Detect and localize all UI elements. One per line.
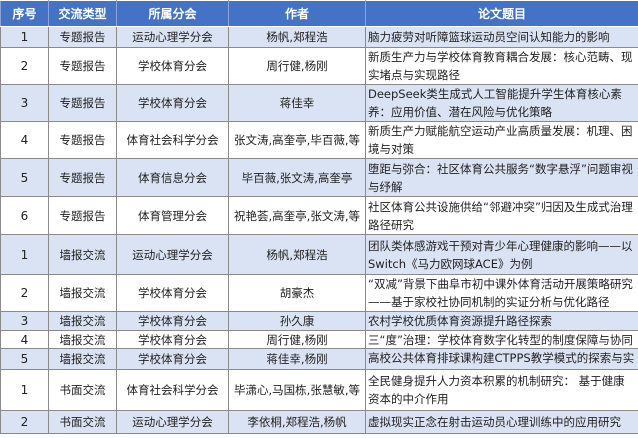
table-row: 3 墙报交流 学校体育分会 孙久康 农村学校优质体育资源提升路径探索 (0, 311, 638, 331)
title-text: 堕距与弥合：社区体育公共服务“数字悬浮”问题审视与纾解 (368, 161, 633, 194)
row-branch: 运动心理学分会 (116, 26, 229, 48)
row-seq: 4 (0, 121, 49, 159)
row-seq: 1 (0, 234, 49, 275)
row-type: 专题报告 (48, 121, 117, 159)
row-branch: 体育社会科学分会 (116, 369, 229, 411)
row-seq: 2 (0, 410, 49, 434)
row-title: 农村学校优质体育资源提升路径探索 (365, 311, 638, 331)
row-type: 专题报告 (48, 196, 117, 235)
table-row: 2 书面交流 运动心理学分会 李依桐,郑程浩,杨帆 虚拟现实正念在射击运动员心理训练中的… (0, 410, 638, 434)
row-type: 书面交流 (48, 410, 117, 434)
row-authors: 胡豪杰 (228, 274, 366, 312)
title-text: 团队类体感游戏干预对青少年心理健康的影响——以Switch《马力欧网球ACE》为… (368, 238, 633, 271)
row-type: 专题报告 (48, 158, 117, 197)
row-title: 虚拟现实正念在射击运动员心理训练中的应用研究 (365, 410, 638, 434)
title-text: 新质生产力与学校体育教育耦合发展：核心范畴、现实堵点与实现路径 (368, 50, 633, 82)
row-seq: 6 (0, 196, 49, 235)
row-title: “双减”背景下曲阜市初中课外体育活动开展策略研究——基于家校社协同机制的实证分析… (365, 274, 638, 312)
row-authors: 张文涛,高奎亭,毕百薇,等 (228, 121, 366, 159)
row-type: 专题报告 (48, 84, 117, 122)
table-row: 3 专题报告 学校体育分会 蒋佳幸 DeepSeek类生成式人工智能提升学生体育核心素养… (0, 84, 638, 122)
row-branch: 学校体育分会 (116, 311, 229, 331)
row-authors: 祝艳荟,高奎亭,张文涛,等 (228, 196, 366, 235)
table-row: 5 专题报告 体育信息分会 毕百薇,张文涛,高奎亭 堕距与弥合：社区体育公共服务“数字悬… (0, 158, 638, 197)
table-row: 2 专题报告 学校体育分会 周行健,杨刚 新质生产力与学校体育教育耦合发展：核心范畴、现… (0, 47, 638, 85)
title-text: 三“度”治理：学校体育数字化转型的制度保障与协同路径 (368, 333, 633, 347)
row-branch: 学校体育分会 (116, 274, 229, 312)
table-row: 4 专题报告 体育社会科学分会 张文涛,高奎亭,毕百薇,等 新质生产力赋能航空运动产业高… (0, 121, 638, 159)
row-branch: 运动心理学分会 (116, 410, 229, 434)
table-row: 6 专题报告 体育管理分会 祝艳荟,高奎亭,张文涛,等 社区体育公共设施供给“邻避冲突”… (0, 196, 638, 235)
row-authors: 周行健,杨刚 (228, 47, 366, 85)
title-text: 高校公共体育排球课构建CTPPS教学模式的探索与实践 (368, 351, 635, 365)
row-branch: 体育管理分会 (116, 196, 229, 235)
header-row: 序号 交流类型 所属分会 作者 论文题目 (0, 0, 638, 27)
row-authors: 毕潇心,马国栋,张慧敏,等 (228, 369, 366, 411)
row-type: 墙报交流 (48, 348, 117, 370)
table-row: 5 墙报交流 学校体育分会 蒋佳幸,杨刚 高校公共体育排球课构建CTPPS教学模式的探索… (0, 348, 638, 370)
table-row: 4 墙报交流 学校体育分会 周行健,杨刚 三“度”治理：学校体育数字化转型的制度保障与协… (0, 330, 638, 349)
row-authors: 周行健,杨刚 (228, 330, 366, 349)
row-type: 专题报告 (48, 26, 117, 48)
row-authors: 孙久康 (228, 311, 366, 331)
row-title: 社区体育公共设施供给“邻避冲突”归因及生成式治理路径研究 (365, 196, 638, 235)
title-text: 脑力疲劳对听障篮球运动员空间认知能力的影响 (368, 30, 610, 44)
row-seq: 2 (0, 47, 49, 85)
table-row: 1 书面交流 体育社会科学分会 毕潇心,马国栋,张慧敏,等 全民健身提升人力资本积累的机… (0, 369, 638, 411)
row-seq: 4 (0, 330, 49, 349)
row-title: DeepSeek类生成式人工智能提升学生体育核心素养：应用价值、潜在风险与优化策… (365, 84, 638, 122)
row-title: 三“度”治理：学校体育数字化转型的制度保障与协同路径 (365, 330, 638, 349)
row-branch: 学校体育分会 (116, 330, 229, 349)
row-type: 墙报交流 (48, 234, 117, 275)
table-row: 2 墙报交流 学校体育分会 胡豪杰 “双减”背景下曲阜市初中课外体育活动开展策略研究——… (0, 274, 638, 312)
row-title: 高校公共体育排球课构建CTPPS教学模式的探索与实践 (365, 348, 638, 370)
row-title: 团队类体感游戏干预对青少年心理健康的影响——以Switch《马力欧网球ACE》为… (365, 234, 638, 275)
row-type: 墙报交流 (48, 311, 117, 331)
row-seq: 2 (0, 274, 49, 312)
row-branch: 学校体育分会 (116, 47, 229, 85)
title-text: 农村学校优质体育资源提升路径探索 (368, 314, 552, 328)
header-authors: 作者 (228, 0, 366, 27)
header-title: 论文题目 (365, 0, 638, 27)
row-seq: 5 (0, 158, 49, 197)
row-authors: 毕百薇,张文涛,高奎亭 (228, 158, 366, 197)
row-type: 墙报交流 (48, 274, 117, 312)
title-text: 社区体育公共设施供给“邻避冲突”归因及生成式治理路径研究 (368, 199, 633, 232)
row-branch: 学校体育分会 (116, 84, 229, 122)
row-title: 堕距与弥合：社区体育公共服务“数字悬浮”问题审视与纾解 (365, 158, 638, 197)
row-authors: 李依桐,郑程浩,杨帆 (228, 410, 366, 434)
row-branch: 体育信息分会 (116, 158, 229, 197)
title-text: 新质生产力赋能航空运动产业高质量发展：机理、困境与对策 (368, 124, 633, 156)
row-type: 专题报告 (48, 47, 117, 85)
row-branch: 运动心理学分会 (116, 234, 229, 275)
title-text: DeepSeek类生成式人工智能提升学生体育核心素养：应用价值、潜在风险与优化策… (368, 87, 622, 119)
row-title: 新质生产力赋能航空运动产业高质量发展：机理、困境与对策 (365, 121, 638, 159)
header-type: 交流类型 (48, 0, 117, 27)
row-authors: 杨帆,郑程浩 (228, 234, 366, 275)
table-row: 1 墙报交流 运动心理学分会 杨帆,郑程浩 团队类体感游戏干预对青少年心理健康的影响——… (0, 234, 638, 275)
row-seq: 1 (0, 369, 49, 411)
row-title: 全民健身提升人力资本积累的机制研究： 基于健康资本的中介作用 (365, 369, 638, 411)
row-seq: 3 (0, 311, 49, 331)
header-branch: 所属分会 (116, 0, 229, 27)
row-seq: 5 (0, 348, 49, 370)
row-branch: 学校体育分会 (116, 348, 229, 370)
row-authors: 杨帆,郑程浩 (228, 26, 366, 48)
title-text: 全民健身提升人力资本积累的机制研究： 基于健康资本的中介作用 (368, 374, 625, 406)
row-title: 新质生产力与学校体育教育耦合发展：核心范畴、现实堵点与实现路径 (365, 47, 638, 85)
row-type: 书面交流 (48, 369, 117, 411)
title-text: “双减”背景下曲阜市初中课外体育活动开展策略研究——基于家校社协同机制的实证分析… (368, 277, 633, 309)
row-title: 脑力疲劳对听障篮球运动员空间认知能力的影响 (365, 26, 638, 48)
row-branch: 体育社会科学分会 (116, 121, 229, 159)
title-text: 虚拟现实正念在射击运动员心理训练中的应用研究 (368, 415, 621, 429)
row-authors: 蒋佳幸 (228, 84, 366, 122)
table-row: 1 专题报告 运动心理学分会 杨帆,郑程浩 脑力疲劳对听障篮球运动员空间认知能力的影响 (0, 26, 638, 48)
header-seq: 序号 (0, 0, 49, 27)
row-authors: 蒋佳幸,杨刚 (228, 348, 366, 370)
row-seq: 1 (0, 26, 49, 48)
row-type: 墙报交流 (48, 330, 117, 349)
row-seq: 3 (0, 84, 49, 122)
